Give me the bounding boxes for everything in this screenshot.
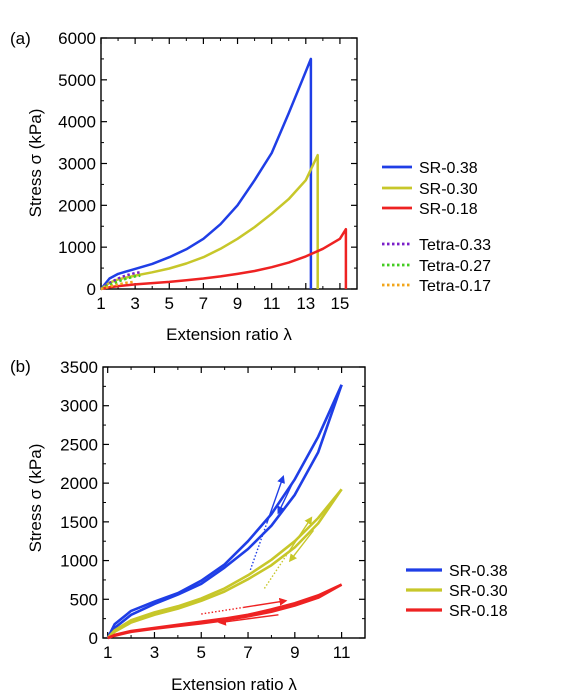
panel-a-xtick-label: 13: [296, 294, 315, 313]
panel-a-xtick-label: 7: [199, 294, 208, 313]
panel-a-legend: SR-0.38 SR-0.30 SR-0.18 Tetra-0.33 Tetra-0.2…: [382, 160, 491, 295]
legend-label: Tetra-0.17: [419, 278, 491, 295]
series-line-sr-038: [100, 57, 313, 290]
panel-a-xtick-label: 15: [330, 294, 349, 313]
legend-label: SR-0.18: [419, 201, 478, 218]
panel-b-ytick-label: 3500: [60, 358, 98, 377]
panel-a-ytick-label: 4000: [58, 113, 96, 132]
panel-a-ytick-label: 1000: [58, 238, 96, 257]
legend-label: SR-0.18: [449, 603, 508, 620]
series-unloading-sr-018: [107, 583, 343, 640]
panel-a-series: [100, 57, 348, 291]
panel-a-xtick-label: 11: [263, 294, 281, 313]
panel-b-xtick-label: 7: [243, 643, 252, 662]
loading-arrow: [266, 475, 285, 524]
panel-b-xtick-label: 5: [197, 643, 206, 662]
panel-b-legend: SR-0.38 SR-0.30 SR-0.18: [406, 563, 508, 620]
legend-label: SR-0.38: [419, 160, 478, 177]
legend-label: SR-0.38: [449, 563, 508, 580]
series-line-sr-030: [100, 153, 319, 291]
unloading-arrow: [217, 614, 279, 626]
unloading-arrow: [277, 478, 296, 515]
panel-a-xtick-label: 5: [165, 294, 174, 313]
panel-b-xtick-label: 9: [290, 643, 299, 662]
panel-a-xtick-label: 9: [233, 294, 242, 313]
series-line-sr-018: [100, 227, 348, 291]
panel-b-frame: [102, 366, 366, 639]
loading-arrow: [287, 516, 313, 554]
series-line-tetra-027: [100, 274, 141, 291]
panel-a-ytick-label: 6000: [58, 29, 96, 48]
panel-b-ytick-label: 2000: [60, 474, 98, 493]
panel-b: (b) 1 3 5 7 9 110500100015002000250030003500 …: [10, 357, 508, 694]
panel-b-arrows: [201, 475, 315, 626]
panel-b-ytick-label: 0: [89, 629, 98, 648]
panel-a-ytick-label: 3000: [58, 155, 96, 174]
panel-a-xtick-label: 1: [96, 294, 105, 313]
panel-a: (a) 1 3 5 7 9 11 13 150100020003000400050006000…: [10, 29, 491, 344]
panel-b-xtick-label: 3: [150, 643, 159, 662]
panel-a-ytick-label: 2000: [58, 196, 96, 215]
panel-b-ylabel: Stress σ (kPa): [26, 444, 45, 553]
panel-a-ytick-label: 5000: [58, 71, 96, 90]
panel-b-axes: 1 3 5 7 9 11 0 500 1000 1500 2000 2500 3000 3500: [60, 358, 366, 662]
unloading-arrow: [288, 529, 315, 563]
legend-label: Tetra-0.33: [419, 237, 491, 254]
legend-label: Tetra-0.27: [419, 258, 491, 275]
loading-arrow: [243, 597, 288, 609]
series-loading-sr-038: [106, 384, 343, 639]
panel-b-ytick-label: 1000: [60, 552, 98, 571]
panel-a-xlabel: Extension ratio λ: [166, 325, 292, 344]
arrow-dotted-segment: [201, 606, 244, 615]
panel-a-label: (a): [10, 29, 31, 48]
panel-a-ytick-label: 0: [87, 280, 96, 299]
panel-b-label: (b): [10, 357, 31, 376]
series-unloading-sr-030: [106, 488, 343, 639]
panel-b-ytick-label: 3000: [60, 397, 98, 416]
panel-b-series: [106, 384, 343, 640]
series-unloading-sr-038: [106, 384, 343, 639]
panel-b-ytick-label: 2500: [60, 435, 98, 454]
legend-label: SR-0.30: [449, 583, 508, 600]
panel-b-xtick-label: 1: [103, 643, 112, 662]
panel-b-ytick-label: 1500: [60, 513, 98, 532]
arrow-dotted-segment: [249, 523, 268, 571]
panel-a-ylabel: Stress σ (kPa): [26, 109, 45, 218]
series-line-tetra-017: [100, 280, 134, 291]
panel-b-ytick-label: 500: [70, 590, 98, 609]
panel-b-xtick-label: 11: [333, 643, 351, 662]
arrow-dotted-segment: [263, 552, 289, 589]
panel-b-xlabel: Extension ratio λ: [171, 675, 297, 694]
legend-label: SR-0.30: [419, 181, 478, 198]
panel-a-xtick-label: 3: [130, 294, 139, 313]
